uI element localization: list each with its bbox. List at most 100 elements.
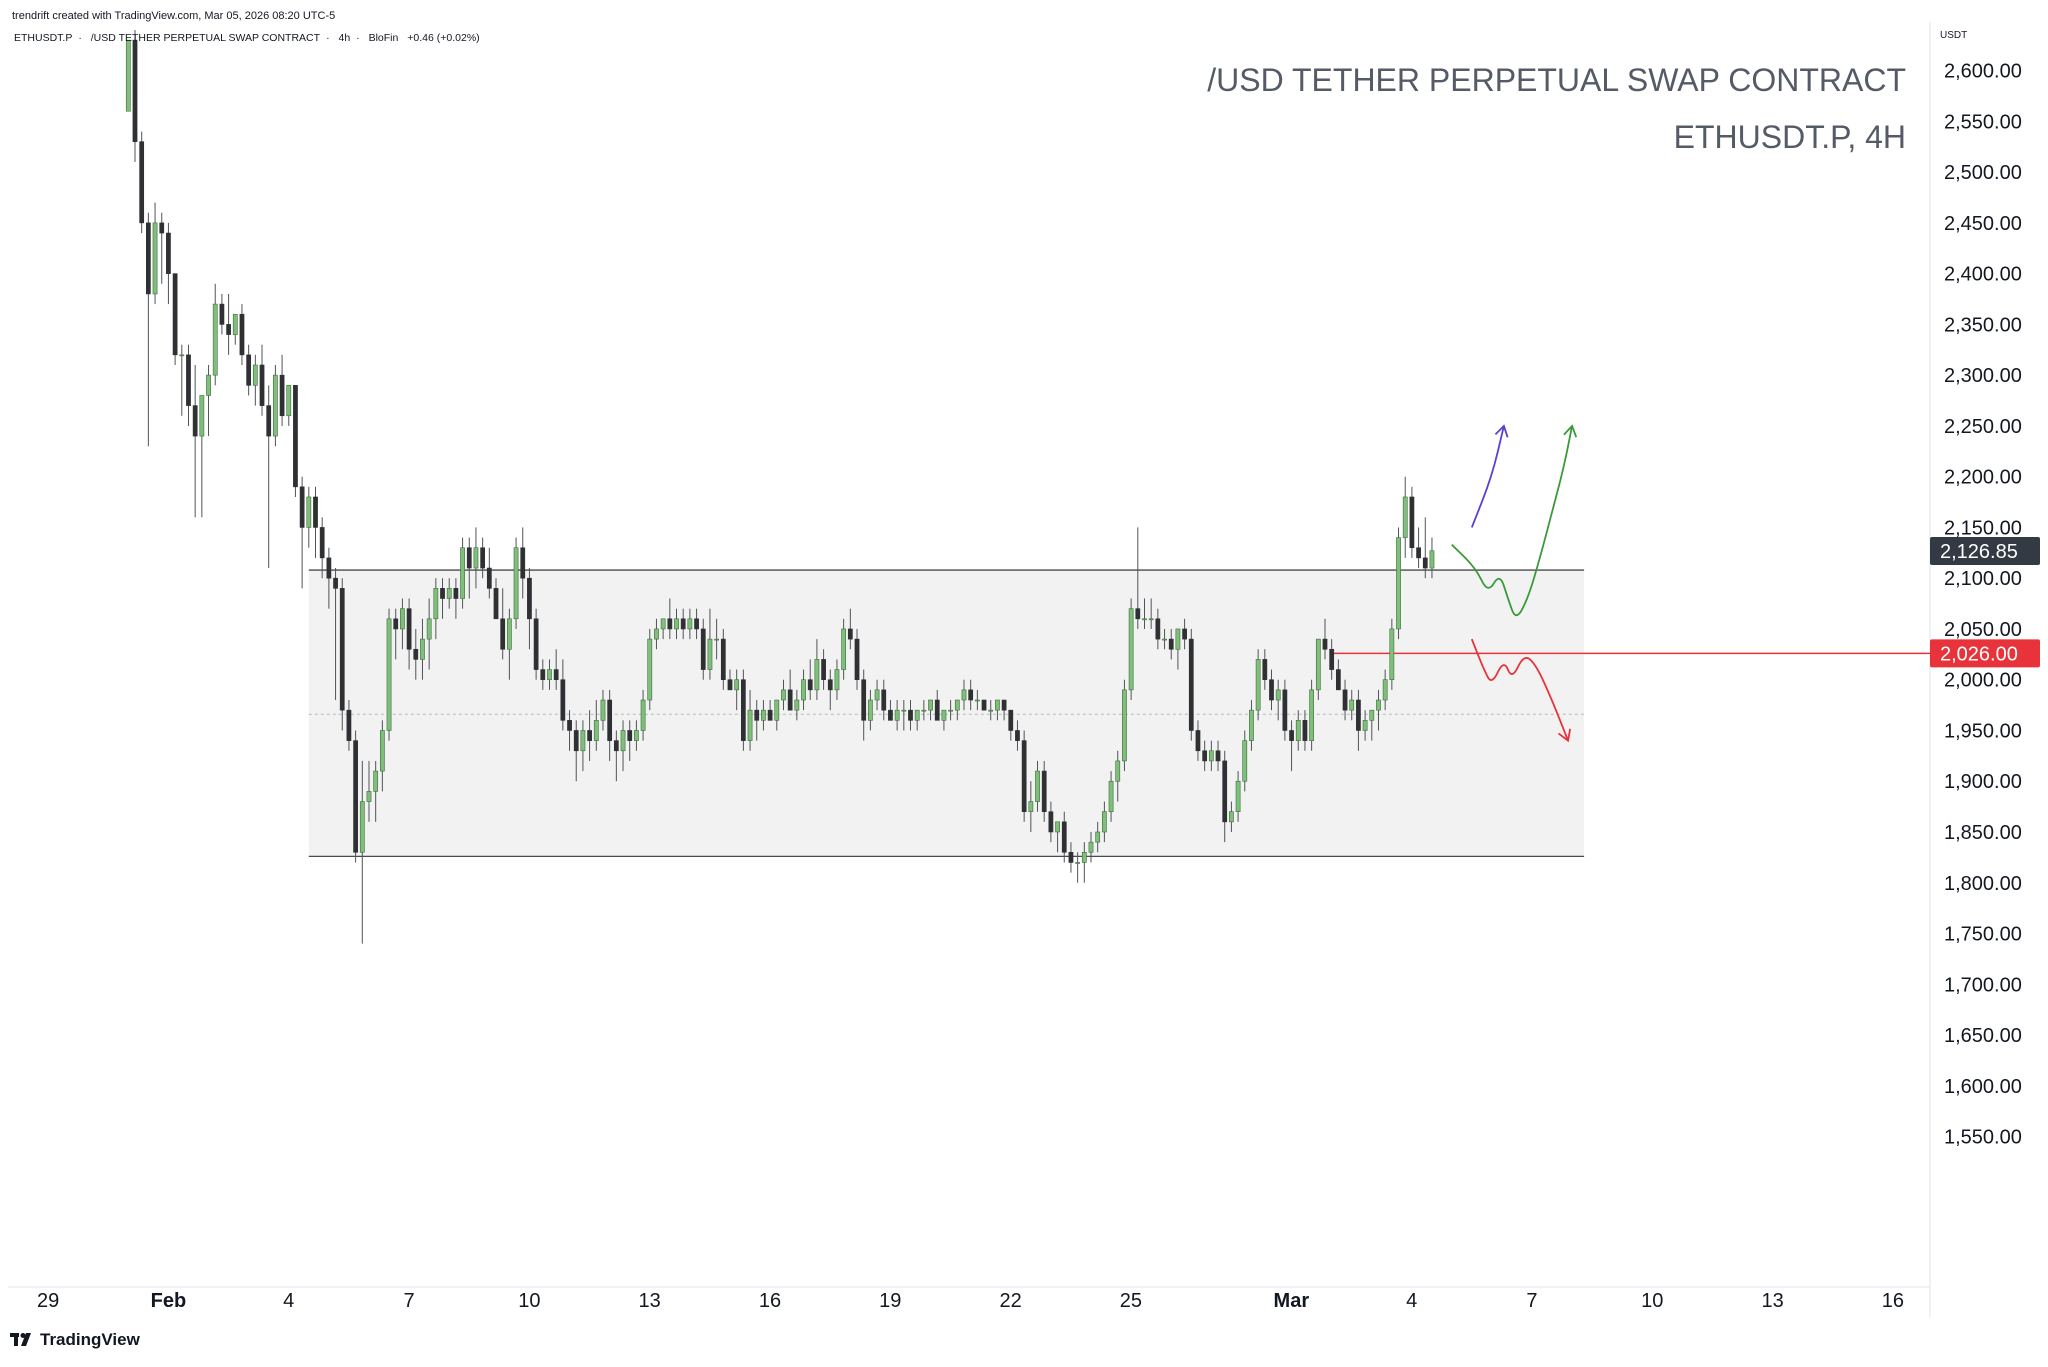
- candle-body[interactable]: [1001, 699, 1007, 711]
- candle-body[interactable]: [299, 486, 305, 528]
- candle-body[interactable]: [1035, 770, 1040, 802]
- candle-body[interactable]: [219, 303, 225, 325]
- candle-body[interactable]: [781, 689, 786, 701]
- candle-body[interactable]: [393, 618, 399, 630]
- candle-body[interactable]: [1342, 689, 1348, 711]
- candle-body[interactable]: [1309, 689, 1314, 741]
- candle-body[interactable]: [634, 730, 639, 741]
- candle-body[interactable]: [747, 709, 753, 741]
- candle-body[interactable]: [547, 669, 552, 681]
- candle-body[interactable]: [1182, 628, 1187, 640]
- candle-body[interactable]: [1422, 557, 1428, 569]
- candle-body[interactable]: [567, 720, 572, 731]
- candle-body[interactable]: [1008, 709, 1014, 731]
- candle-body[interactable]: [520, 547, 526, 579]
- candle-body[interactable]: [874, 689, 880, 701]
- candle-body[interactable]: [1048, 811, 1054, 833]
- candle-body[interactable]: [420, 638, 425, 660]
- candle-body[interactable]: [400, 608, 405, 630]
- candle-body[interactable]: [1315, 638, 1321, 691]
- candle-body[interactable]: [440, 588, 445, 599]
- candle-body[interactable]: [1409, 496, 1415, 549]
- candle-body[interactable]: [466, 547, 472, 569]
- candle-body[interactable]: [1222, 760, 1228, 823]
- candle-body[interactable]: [1295, 720, 1301, 741]
- candle-body[interactable]: [707, 638, 713, 670]
- candle-body[interactable]: [1095, 831, 1101, 843]
- candle-body[interactable]: [1075, 862, 1081, 864]
- candle-body[interactable]: [640, 699, 646, 731]
- candle-body[interactable]: [894, 709, 900, 721]
- candle-body[interactable]: [1028, 801, 1034, 812]
- candle-body[interactable]: [774, 699, 780, 721]
- candle-body[interactable]: [734, 679, 740, 691]
- candle-body[interactable]: [1329, 648, 1335, 670]
- candle-body[interactable]: [540, 669, 546, 681]
- candle-body[interactable]: [1015, 730, 1020, 741]
- candle-body[interactable]: [794, 699, 800, 711]
- candle-body[interactable]: [333, 577, 338, 589]
- candle-body[interactable]: [125, 39, 131, 112]
- candle-body[interactable]: [1061, 821, 1067, 853]
- candle-body[interactable]: [179, 354, 185, 357]
- candle-body[interactable]: [593, 720, 599, 741]
- candle-body[interactable]: [1202, 750, 1208, 762]
- candle-body[interactable]: [801, 679, 806, 701]
- candle-body[interactable]: [841, 628, 847, 670]
- candle-body[interactable]: [814, 659, 820, 691]
- candle-body[interactable]: [1235, 780, 1241, 812]
- candle-body[interactable]: [667, 618, 673, 630]
- candle-body[interactable]: [921, 709, 927, 712]
- red-path[interactable]: [1470, 638, 1569, 741]
- candle-body[interactable]: [587, 730, 592, 741]
- candle-body[interactable]: [446, 588, 452, 599]
- candle-body[interactable]: [172, 273, 178, 356]
- candle-body[interactable]: [767, 709, 773, 721]
- candle-body[interactable]: [1081, 851, 1087, 863]
- candle-body[interactable]: [1229, 811, 1234, 823]
- candle-body[interactable]: [868, 699, 873, 721]
- candle-body[interactable]: [139, 141, 145, 224]
- candle-body[interactable]: [888, 709, 893, 721]
- price-chart[interactable]: 2,600.00 2,550.00 2,500.00 2,450.00 2,400.00…: [8, 22, 2048, 1319]
- candle-body[interactable]: [1376, 699, 1381, 711]
- candle-body[interactable]: [500, 618, 506, 650]
- candle-body[interactable]: [674, 618, 679, 630]
- candle-body[interactable]: [1382, 679, 1388, 701]
- range-box[interactable]: [308, 570, 1585, 857]
- candle-body[interactable]: [473, 547, 479, 569]
- candle-body[interactable]: [386, 618, 392, 731]
- candle-body[interactable]: [861, 679, 867, 721]
- candle-body[interactable]: [1269, 679, 1274, 701]
- candle-body[interactable]: [834, 669, 840, 691]
- candle-body[interactable]: [326, 557, 332, 579]
- candle-body[interactable]: [1289, 730, 1294, 741]
- candle-body[interactable]: [961, 689, 967, 701]
- candle-body[interactable]: [787, 689, 793, 711]
- candle-body[interactable]: [988, 709, 994, 712]
- candle-body[interactable]: [1416, 547, 1421, 559]
- candle-body[interactable]: [553, 669, 559, 681]
- candle-body[interactable]: [199, 395, 205, 437]
- candle-body[interactable]: [700, 628, 706, 670]
- candle-body[interactable]: [1402, 496, 1408, 538]
- candle-body[interactable]: [1208, 750, 1214, 762]
- candle-body[interactable]: [413, 648, 419, 660]
- candle-body[interactable]: [1068, 851, 1074, 863]
- candle-body[interactable]: [1088, 841, 1094, 853]
- candle-body[interactable]: [1362, 720, 1368, 731]
- candle-body[interactable]: [286, 385, 292, 417]
- candle-body[interactable]: [1389, 628, 1395, 681]
- candle-body[interactable]: [252, 364, 258, 386]
- candle-body[interactable]: [901, 709, 907, 712]
- candle-body[interactable]: [266, 405, 272, 437]
- candle-body[interactable]: [1255, 659, 1261, 711]
- candle-body[interactable]: [1335, 669, 1341, 691]
- candle-body[interactable]: [934, 699, 940, 721]
- candle-body[interactable]: [1349, 699, 1355, 711]
- candle-body[interactable]: [1108, 780, 1114, 812]
- candle-body[interactable]: [1369, 709, 1375, 721]
- candle-body[interactable]: [486, 567, 492, 589]
- candle-body[interactable]: [727, 679, 733, 691]
- candle-body[interactable]: [1162, 638, 1167, 641]
